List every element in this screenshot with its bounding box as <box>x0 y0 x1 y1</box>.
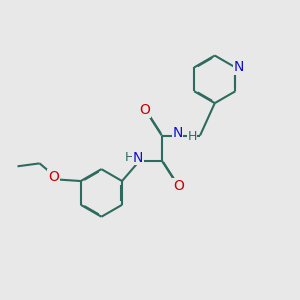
Text: N: N <box>133 151 143 165</box>
Text: N: N <box>234 60 244 74</box>
Text: N: N <box>172 126 183 140</box>
Text: O: O <box>48 169 59 184</box>
Text: H: H <box>125 151 134 164</box>
Text: O: O <box>173 178 184 193</box>
Text: H: H <box>188 130 197 143</box>
Text: O: O <box>140 103 150 118</box>
